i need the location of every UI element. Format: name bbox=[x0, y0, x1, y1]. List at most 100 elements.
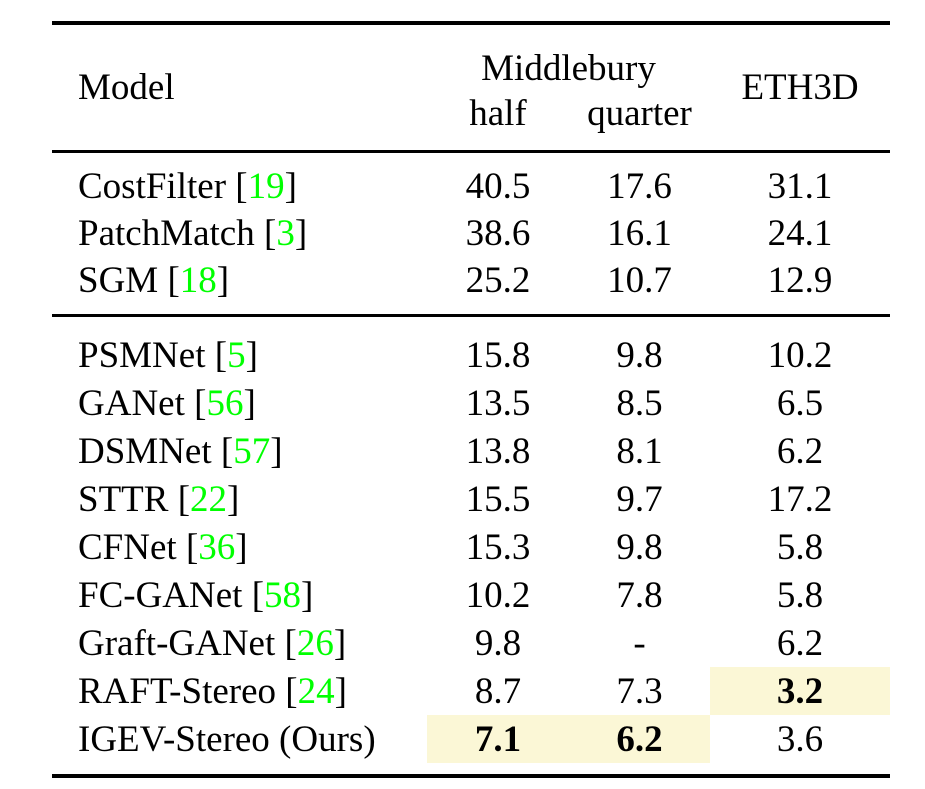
model-name: PatchMatch bbox=[78, 213, 255, 254]
table-row: DSMNet [57] 13.8 8.1 6.2 bbox=[52, 427, 890, 475]
model-name: FC-GANet bbox=[78, 574, 243, 616]
table-row: PSMNet [5] 15.8 9.8 10.2 bbox=[52, 331, 890, 379]
half-value: 7.1 bbox=[427, 715, 569, 763]
citation-number: 5 bbox=[227, 334, 246, 376]
results-table: Model Middlebury ETH3D half quarter Cost… bbox=[52, 21, 891, 778]
model-cell: RAFT-Stereo [24] bbox=[52, 667, 427, 715]
mid-rule bbox=[52, 304, 891, 317]
eth3d-value: 6.2 bbox=[776, 430, 824, 472]
quarter-value: 9.7 bbox=[616, 478, 663, 520]
half-value: 13.5 bbox=[465, 382, 531, 424]
citation-number: 22 bbox=[190, 478, 228, 520]
model-cell: IGEV-Stereo (Ours) [] bbox=[52, 715, 427, 763]
model-name: RAFT-Stereo bbox=[78, 670, 277, 712]
eth3d-value: 6.2 bbox=[776, 622, 824, 664]
bottom-rule bbox=[52, 763, 891, 778]
half-value: 9.8 bbox=[474, 622, 522, 664]
table-row: SGM [18] 25.2 10.7 12.9 bbox=[52, 257, 890, 304]
table-row: Graft-GANet [26] 9.8 - 6.2 bbox=[52, 619, 890, 667]
citation-ref: [36] bbox=[176, 526, 248, 568]
model-name: SGM bbox=[78, 260, 159, 301]
citation-ref: [56] bbox=[184, 382, 256, 424]
model-name: CFNet bbox=[78, 526, 177, 568]
citation-number: 57 bbox=[233, 430, 271, 472]
eth3d-value: 17.2 bbox=[767, 478, 833, 520]
eth3d-value: 5.8 bbox=[776, 526, 824, 568]
quarter-value: 9.8 bbox=[616, 526, 663, 568]
spacer bbox=[52, 152, 890, 164]
half-value: 8.7 bbox=[474, 670, 522, 712]
model-cell: DSMNet [57] bbox=[52, 427, 427, 475]
citation-ref: [57] bbox=[211, 430, 283, 472]
eth3d-value: 5.8 bbox=[776, 574, 824, 616]
citation-ref: [22] bbox=[168, 478, 240, 520]
model-name: STTR bbox=[78, 478, 169, 520]
quarter-value: - bbox=[633, 622, 646, 664]
model-name: PSMNet bbox=[78, 334, 206, 376]
model-name: Graft-GANet bbox=[78, 622, 276, 664]
half-value: 15.3 bbox=[465, 526, 531, 568]
table-row: RAFT-Stereo [24] 8.7 7.3 3.2 bbox=[52, 667, 891, 715]
model-cell: SGM [18] bbox=[52, 257, 427, 304]
table-row: STTR [22] 15.5 9.7 17.2 bbox=[52, 475, 890, 523]
model-cell: STTR [22] bbox=[52, 475, 427, 523]
citation-ref: [26] bbox=[275, 622, 347, 664]
model-name: IGEV-Stereo (Ours) bbox=[78, 718, 376, 760]
model-name: CostFilter bbox=[78, 166, 227, 207]
half-value: 38.6 bbox=[465, 213, 531, 254]
quarter-value: 8.5 bbox=[616, 382, 663, 424]
header-middlebury: Middlebury bbox=[481, 48, 656, 89]
citation-ref: [19] bbox=[226, 166, 297, 207]
eth3d-value: 31.1 bbox=[767, 166, 833, 207]
quarter-value: 17.6 bbox=[607, 166, 672, 207]
half-value: 40.5 bbox=[465, 166, 531, 207]
citation-number: 58 bbox=[264, 574, 302, 616]
quarter-value: 8.1 bbox=[616, 430, 663, 472]
citation-ref: [5] bbox=[205, 334, 258, 376]
table-row: FC-GANet [58] 10.2 7.8 5.8 bbox=[52, 571, 890, 619]
citation-ref: [18] bbox=[158, 260, 230, 301]
header-half: half bbox=[427, 89, 569, 153]
quarter-value: 7.8 bbox=[616, 574, 663, 616]
table-row: IGEV-Stereo (Ours) [] 7.1 6.2 3.6 bbox=[52, 715, 890, 763]
citation-ref: [24] bbox=[276, 670, 347, 712]
quarter-value: 6.2 bbox=[569, 715, 711, 763]
quarter-value: 16.1 bbox=[607, 213, 672, 254]
model-name: DSMNet bbox=[78, 430, 212, 472]
quarter-value: 9.8 bbox=[616, 334, 663, 376]
half-value: 13.8 bbox=[465, 430, 531, 472]
model-cell: PSMNet [5] bbox=[52, 331, 427, 379]
table-row: GANet [56] 13.5 8.5 6.5 bbox=[52, 379, 890, 427]
eth3d-value: 12.9 bbox=[767, 260, 833, 301]
quarter-value: 7.3 bbox=[616, 670, 663, 712]
table-row: CostFilter [19] 40.5 17.6 31.1 bbox=[52, 163, 890, 210]
header-eth3d: ETH3D bbox=[710, 23, 891, 153]
group-traditional-methods: CostFilter [19] 40.5 17.6 31.1 PatchMatc… bbox=[52, 152, 891, 317]
eth3d-value: 6.5 bbox=[776, 382, 824, 424]
citation-number: 19 bbox=[247, 166, 285, 207]
header-quarter: quarter bbox=[569, 89, 711, 153]
model-cell: FC-GANet [58] bbox=[52, 571, 427, 619]
spacer bbox=[52, 316, 890, 332]
model-cell: Graft-GANet [26] bbox=[52, 619, 427, 667]
half-value: 15.8 bbox=[465, 334, 531, 376]
half-value: 25.2 bbox=[465, 260, 531, 301]
citation-number: 26 bbox=[296, 622, 334, 664]
half-value: 15.5 bbox=[465, 478, 531, 520]
model-cell: GANet [56] bbox=[52, 379, 427, 427]
model-name: GANet bbox=[78, 382, 185, 424]
model-cell: CFNet [36] bbox=[52, 523, 427, 571]
eth3d-value: 24.1 bbox=[767, 213, 833, 254]
table-row: CFNet [36] 15.3 9.8 5.8 bbox=[52, 523, 890, 571]
model-cell: CostFilter [19] bbox=[52, 163, 427, 210]
eth3d-value: 10.2 bbox=[767, 334, 833, 376]
citation-number: 36 bbox=[198, 526, 236, 568]
eth3d-value: 3.2 bbox=[710, 667, 891, 715]
citation-number: 24 bbox=[297, 670, 335, 712]
citation-ref: [3] bbox=[254, 213, 308, 254]
eth3d-value: 3.6 bbox=[776, 718, 824, 760]
model-cell: PatchMatch [3] bbox=[52, 210, 427, 257]
header-model: Model bbox=[52, 23, 427, 153]
group-learning-methods: PSMNet [5] 15.8 9.8 10.2 GANet [56] 13.5… bbox=[52, 316, 891, 778]
